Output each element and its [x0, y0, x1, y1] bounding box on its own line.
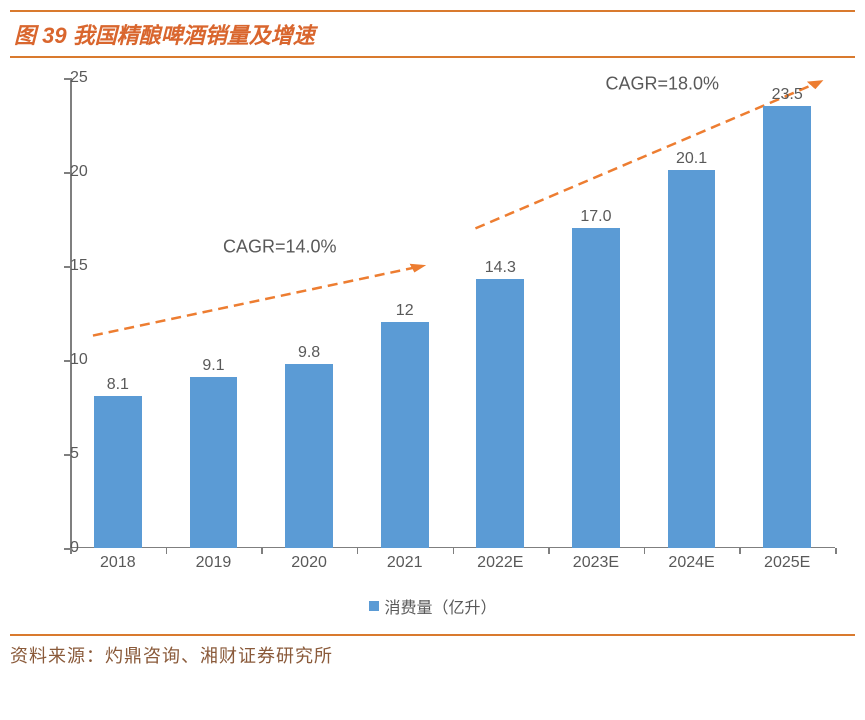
bar-value-label: 20.1: [676, 150, 707, 168]
bar: [572, 228, 620, 548]
legend: 消费量（亿升）: [368, 594, 496, 618]
bar-value-label: 17.0: [580, 208, 611, 226]
chart-title: 图 39 我国精酿啤酒销量及增速: [14, 23, 315, 48]
bar-value-label: 8.1: [107, 376, 129, 394]
y-axis: [70, 78, 72, 548]
bar: [190, 377, 238, 548]
x-tick: [261, 548, 263, 554]
source-text: 资料来源：灼鼎咨询、湘财证券研究所: [10, 646, 333, 666]
bar: [285, 364, 333, 548]
bar: [94, 396, 142, 548]
legend-swatch: [368, 601, 378, 611]
chart-area: 051015202520188.120199.120209.8202112202…: [10, 68, 855, 628]
cagr-annotation: CAGR=18.0%: [606, 73, 720, 94]
trend-arrow: [93, 266, 422, 336]
bar: [668, 170, 716, 548]
x-tick: [166, 548, 168, 554]
x-tick: [644, 548, 646, 554]
cagr-annotation: CAGR=14.0%: [223, 237, 337, 258]
source-bar: 资料来源：灼鼎咨询、湘财证券研究所: [10, 634, 855, 668]
x-tick: [739, 548, 741, 554]
x-tick: [70, 548, 72, 554]
bar-value-label: 9.8: [298, 344, 320, 362]
legend-label: 消费量（亿升）: [384, 594, 496, 618]
bar-value-label: 14.3: [485, 259, 516, 277]
title-bar: 图 39 我国精酿啤酒销量及增速: [10, 10, 855, 58]
x-tick: [548, 548, 550, 554]
bar-value-label: 23.5: [772, 86, 803, 104]
bar: [476, 279, 524, 548]
bar-value-label: 12: [396, 302, 414, 320]
plot-region: 051015202520188.120199.120209.8202112202…: [70, 78, 835, 548]
bar: [381, 322, 429, 548]
x-tick: [835, 548, 837, 554]
annotation-arrows: [70, 78, 835, 548]
x-tick: [357, 548, 359, 554]
bar: [763, 106, 811, 548]
x-tick: [453, 548, 455, 554]
bar-value-label: 9.1: [202, 357, 224, 375]
